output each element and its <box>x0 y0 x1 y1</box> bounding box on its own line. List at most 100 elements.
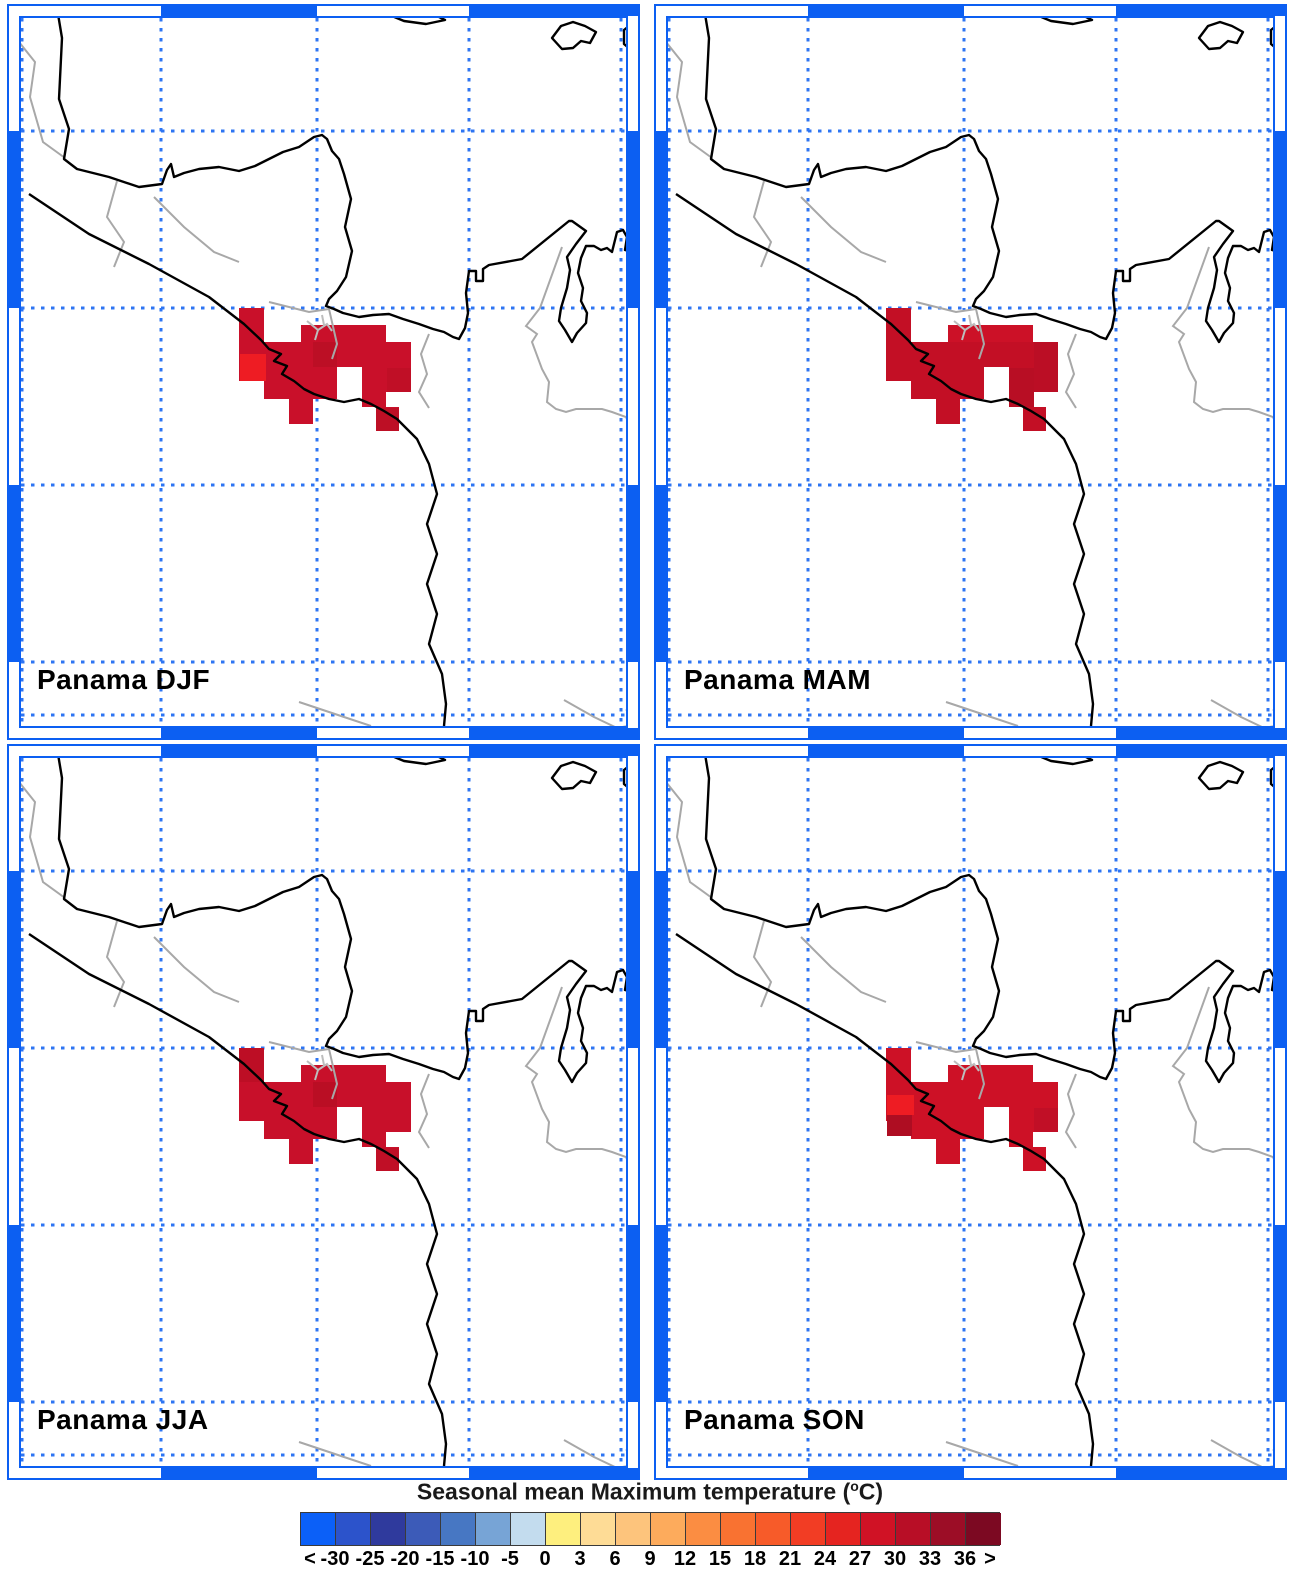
graticule-grid <box>21 758 626 1466</box>
colorbar-cell-3 <box>406 1513 441 1545</box>
panama-lakes-squiggle <box>953 1054 980 1081</box>
colorbar-tick-30: 30 <box>883 1548 907 1570</box>
frame-band-left-1 <box>9 871 19 1048</box>
colorbar-tick--30: -30 <box>320 1548 350 1570</box>
frame-band-top-2 <box>1116 6 1285 16</box>
colorbar-tick--25: -25 <box>355 1548 385 1570</box>
map-panel-jja: Panama JJA <box>7 744 640 1480</box>
map-area <box>668 18 1273 726</box>
coastlines <box>675 758 1273 1466</box>
map-panel-mam: Panama MAM <box>654 4 1287 740</box>
panama-lakes-squiggle <box>953 314 980 341</box>
frame-band-bottom-1 <box>808 728 964 738</box>
colorbar-cell-16 <box>861 1513 896 1545</box>
map-panel-son: Panama SON <box>654 744 1287 1480</box>
colorbar-cell-0 <box>301 1513 336 1545</box>
frame-band-bottom-1 <box>808 1468 964 1478</box>
frame-band-bottom-2 <box>1116 1468 1285 1478</box>
frame-band-bottom-2 <box>1116 728 1285 738</box>
temperature-cell <box>240 354 266 381</box>
panel-title-son: Panama SON <box>684 1404 865 1435</box>
frame-band-top-1 <box>808 746 964 756</box>
frame-band-left-2 <box>656 485 666 662</box>
colorbar-cell-4 <box>441 1513 476 1545</box>
country-borders <box>21 782 626 1466</box>
colorbar-tick-36: 36 <box>953 1548 977 1570</box>
frame-band-left-2 <box>9 485 19 662</box>
frame-band-right-1 <box>1275 131 1285 308</box>
colorbar-cell-7 <box>546 1513 581 1545</box>
panama-temperature-cells <box>886 308 1058 431</box>
temperature-cell <box>1034 342 1058 392</box>
colorbar-cell-6 <box>511 1513 546 1545</box>
colorbar-tick-24: 24 <box>813 1548 837 1570</box>
frame-band-bottom-2 <box>469 1468 638 1478</box>
colorbar-tick-0: 0 <box>539 1548 551 1570</box>
frame-band-left-1 <box>656 131 666 308</box>
frame-band-top-2 <box>469 6 638 16</box>
frame-band-top-1 <box>161 746 317 756</box>
colorbar-cell-12 <box>721 1513 756 1545</box>
colorbar-tick-12: 12 <box>673 1548 697 1570</box>
coastlines <box>28 758 626 1466</box>
frame-band-left-2 <box>9 1225 19 1402</box>
colorbar-cell-10 <box>651 1513 686 1545</box>
colorbar-cell-13 <box>756 1513 791 1545</box>
frame-band-top-2 <box>469 746 638 756</box>
colorbar-tick-18: 18 <box>743 1548 767 1570</box>
colorbar-cell-18 <box>931 1513 966 1545</box>
frame-band-right-2 <box>1275 485 1285 662</box>
graticule-grid <box>668 758 1273 1466</box>
coastlines <box>28 18 626 726</box>
map-svg <box>21 18 626 726</box>
map-area <box>21 18 626 726</box>
colorbar-cell-8 <box>581 1513 616 1545</box>
panama-lakes-squiggle <box>306 1054 333 1081</box>
map-area <box>668 758 1273 1466</box>
temperature-cell <box>376 408 399 431</box>
colorbar-title-suffix: C) <box>858 1478 884 1505</box>
panel-title-mam: Panama MAM <box>684 664 872 695</box>
colorbar-cell-15 <box>826 1513 861 1545</box>
colorbar-tick-33: 33 <box>918 1548 942 1570</box>
country-borders <box>668 42 1273 726</box>
colorbar-tick->: > <box>984 1548 996 1570</box>
frame-band-right-1 <box>628 871 638 1048</box>
temperature-cell <box>1034 1108 1058 1132</box>
temperature-cell <box>887 1095 914 1115</box>
frame-band-bottom-2 <box>469 728 638 738</box>
frame-band-left-1 <box>9 131 19 308</box>
panel-title-djf: Panama DJF <box>37 664 211 695</box>
map-svg <box>668 758 1273 1466</box>
colorbar-tick--10: -10 <box>460 1548 490 1570</box>
colorbar-cell-19 <box>966 1513 1001 1545</box>
colorbar-tick-labels: < -30 -25 -20 -15 -10 -5 0 3 6 9 12 15 18 21 24 27 30 33 36… <box>300 1548 1000 1570</box>
frame-band-top-1 <box>161 6 317 16</box>
colorbar-cell-17 <box>896 1513 931 1545</box>
map-svg <box>21 758 626 1466</box>
colorbar-tick-9: 9 <box>644 1548 656 1570</box>
frame-band-right-2 <box>1275 1225 1285 1402</box>
temperature-cell <box>376 1148 399 1171</box>
colorbar-cell-9 <box>616 1513 651 1545</box>
colorbar-tick-27: 27 <box>848 1548 872 1570</box>
colorbar-tick-3: 3 <box>574 1548 586 1570</box>
colorbar-cell-2 <box>371 1513 406 1545</box>
colorbar-cell-5 <box>476 1513 511 1545</box>
colorbar <box>300 1512 1001 1546</box>
graticule-grid <box>21 18 626 726</box>
panama-shaded-region <box>239 308 411 431</box>
colorbar-tick--20: -20 <box>390 1548 420 1570</box>
colorbar-tick-6: 6 <box>609 1548 621 1570</box>
colorbar-tick-15: 15 <box>708 1548 732 1570</box>
frame-band-right-2 <box>628 1225 638 1402</box>
colorbar-tick--15: -15 <box>425 1548 455 1570</box>
temperature-cell <box>1009 368 1034 407</box>
temperature-cell <box>387 368 411 392</box>
frame-band-bottom-1 <box>161 1468 317 1478</box>
panama-lakes-squiggle <box>306 314 333 341</box>
colorbar-title-degree-sup: o <box>850 1478 859 1494</box>
colorbar-cell-1 <box>336 1513 371 1545</box>
panama-shaded-region <box>239 1048 411 1171</box>
colorbar-title: Seasonal mean Maximum temperature (oC) <box>0 1478 1300 1506</box>
